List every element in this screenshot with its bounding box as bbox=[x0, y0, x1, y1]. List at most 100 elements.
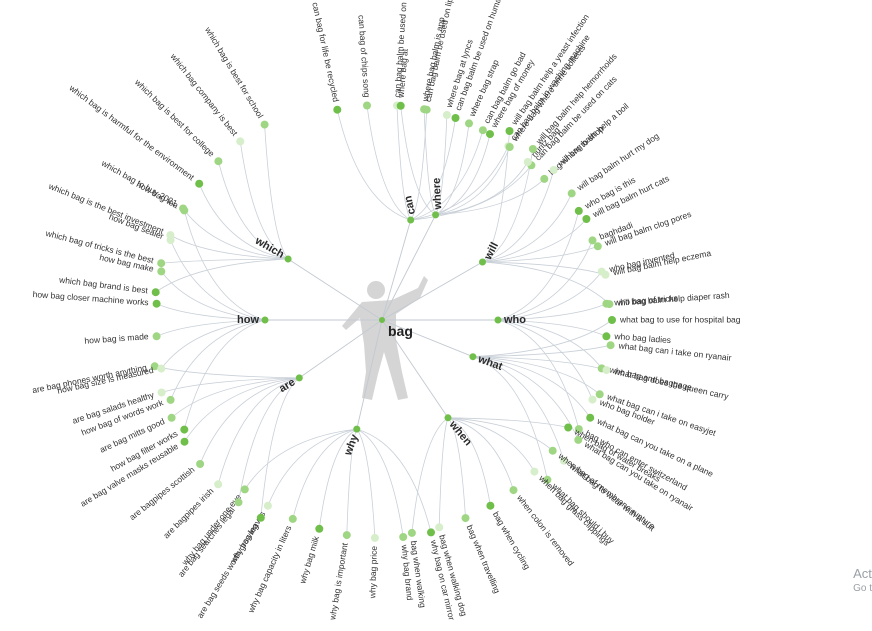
leaf-dot[interactable] bbox=[505, 127, 514, 135]
leaf-dot[interactable] bbox=[166, 231, 175, 240]
leaf-dot[interactable] bbox=[606, 341, 615, 350]
leaf-dot[interactable] bbox=[179, 204, 188, 213]
branch-label-how[interactable]: how bbox=[237, 314, 259, 326]
leaf-dot[interactable] bbox=[214, 157, 223, 166]
leaf-dot[interactable] bbox=[574, 206, 583, 215]
leaf-dot[interactable] bbox=[240, 485, 249, 494]
branch-node-will[interactable] bbox=[479, 258, 486, 266]
leaf-dot[interactable] bbox=[442, 111, 451, 119]
leaf-dot[interactable] bbox=[166, 395, 175, 404]
leaf-dot[interactable] bbox=[451, 114, 460, 122]
leaf-dot[interactable] bbox=[152, 299, 161, 308]
leaf-dot[interactable] bbox=[315, 524, 324, 533]
leaf-label[interactable]: what bag can i take on ryanair bbox=[617, 340, 732, 363]
branch-node-how[interactable] bbox=[261, 316, 269, 324]
leaf-dot[interactable] bbox=[608, 316, 616, 324]
leaf-dot[interactable] bbox=[157, 267, 166, 276]
leaf-dot[interactable] bbox=[333, 105, 342, 114]
leaf-dot[interactable] bbox=[595, 390, 604, 399]
leaf-dot[interactable] bbox=[582, 215, 591, 223]
branch-node-are[interactable] bbox=[295, 374, 303, 382]
branch-node-why[interactable] bbox=[353, 425, 361, 433]
leaf-dot[interactable] bbox=[342, 531, 351, 540]
leaf-dot[interactable] bbox=[478, 126, 487, 135]
leaf-dot[interactable] bbox=[399, 533, 408, 541]
leaf-dot[interactable] bbox=[540, 174, 549, 183]
leaf-dot[interactable] bbox=[486, 501, 495, 510]
leaf-dot[interactable] bbox=[236, 137, 245, 146]
leaf-label[interactable]: who bag of tricks bbox=[613, 293, 678, 308]
leaf-dot[interactable] bbox=[574, 425, 583, 434]
leaf-dot[interactable] bbox=[363, 101, 371, 110]
leaf-dot[interactable] bbox=[465, 119, 473, 128]
leaf-dot[interactable] bbox=[427, 528, 435, 537]
leaf-label[interactable]: bag when cycling bbox=[491, 510, 533, 572]
leaf-dot[interactable] bbox=[180, 425, 189, 434]
leaf-dot[interactable] bbox=[586, 413, 595, 422]
leaf-dot[interactable] bbox=[288, 514, 297, 523]
branch-label-why[interactable]: why bbox=[342, 432, 361, 458]
leaf-dot[interactable] bbox=[509, 486, 518, 495]
leaf-dot[interactable] bbox=[602, 299, 611, 308]
leaf-label[interactable]: why bag milk bbox=[297, 534, 321, 586]
leaf-dot[interactable] bbox=[167, 413, 176, 422]
leaf-dot[interactable] bbox=[196, 460, 205, 468]
leaf-dot[interactable] bbox=[396, 101, 405, 110]
leaf-dot[interactable] bbox=[370, 533, 379, 542]
leaf-label[interactable]: why bag is important bbox=[327, 541, 350, 621]
leaf-dot[interactable] bbox=[157, 364, 166, 373]
branch-label-can[interactable]: can bbox=[402, 194, 418, 215]
leaf-dot[interactable] bbox=[588, 236, 597, 245]
leaf-label[interactable]: bag when travelling bbox=[465, 523, 503, 595]
leaf-dot[interactable] bbox=[549, 166, 558, 174]
leaf-label[interactable]: where bag at bbox=[396, 48, 410, 99]
leaf-dot[interactable] bbox=[461, 514, 470, 523]
leaf-label[interactable]: which bag is harmful for the environment bbox=[67, 82, 197, 182]
leaf-dot[interactable] bbox=[407, 528, 416, 537]
leaf-dot[interactable] bbox=[559, 456, 568, 465]
leaf-dot[interactable] bbox=[157, 259, 166, 268]
leaf-dot[interactable] bbox=[214, 480, 223, 489]
leaf-dot[interactable] bbox=[505, 143, 514, 151]
leaf-label[interactable]: how bag is made bbox=[84, 331, 149, 346]
leaf-label[interactable]: what bag does the queen carry bbox=[612, 366, 730, 402]
leaf-dot[interactable] bbox=[150, 362, 159, 371]
leaf-label[interactable]: what bag to use for hospital bag bbox=[619, 314, 741, 324]
leaf-dot[interactable] bbox=[543, 475, 552, 484]
leaf-dot[interactable] bbox=[260, 120, 269, 129]
leaf-label[interactable]: can bag of chips song bbox=[356, 15, 372, 98]
branch-label-who[interactable]: who bbox=[503, 314, 526, 326]
leaf-dot[interactable] bbox=[593, 242, 602, 251]
leaf-label[interactable]: who bag ladies bbox=[613, 331, 671, 345]
branch-node-can[interactable] bbox=[407, 216, 415, 224]
leaf-label[interactable]: can bag for life be recycled bbox=[310, 1, 341, 103]
branch-node-what[interactable] bbox=[469, 353, 477, 361]
leaf-dot[interactable] bbox=[435, 523, 444, 532]
leaf-dot[interactable] bbox=[151, 288, 160, 297]
leaf-dot[interactable] bbox=[152, 332, 161, 341]
leaf-dot[interactable] bbox=[597, 267, 606, 276]
leaf-dot[interactable] bbox=[564, 423, 573, 432]
center-node[interactable] bbox=[379, 317, 385, 323]
branch-node-when[interactable] bbox=[444, 414, 452, 422]
leaf-dot[interactable] bbox=[523, 158, 532, 166]
leaf-dot[interactable] bbox=[420, 105, 429, 114]
branch-node-who[interactable] bbox=[494, 316, 502, 324]
leaf-dot[interactable] bbox=[263, 501, 272, 510]
leaf-label[interactable]: why bag price bbox=[367, 545, 379, 599]
leaf-dot[interactable] bbox=[256, 513, 265, 522]
leaf-dot[interactable] bbox=[195, 179, 204, 188]
leaf-dot[interactable] bbox=[574, 435, 583, 444]
leaf-dot[interactable] bbox=[588, 395, 597, 404]
leaf-dot[interactable] bbox=[602, 366, 611, 375]
leaf-dot[interactable] bbox=[234, 498, 243, 507]
leaf-dot[interactable] bbox=[528, 145, 537, 153]
branch-node-which[interactable] bbox=[284, 255, 292, 263]
leaf-dot[interactable] bbox=[486, 130, 494, 139]
branch-node-where[interactable] bbox=[432, 211, 440, 219]
leaf-dot[interactable] bbox=[548, 446, 557, 455]
leaf-label[interactable]: are bag valve masks reusable bbox=[79, 441, 181, 509]
leaf-dot[interactable] bbox=[602, 332, 611, 341]
leaf-dot[interactable] bbox=[567, 189, 576, 198]
leaf-dot[interactable] bbox=[157, 388, 166, 397]
